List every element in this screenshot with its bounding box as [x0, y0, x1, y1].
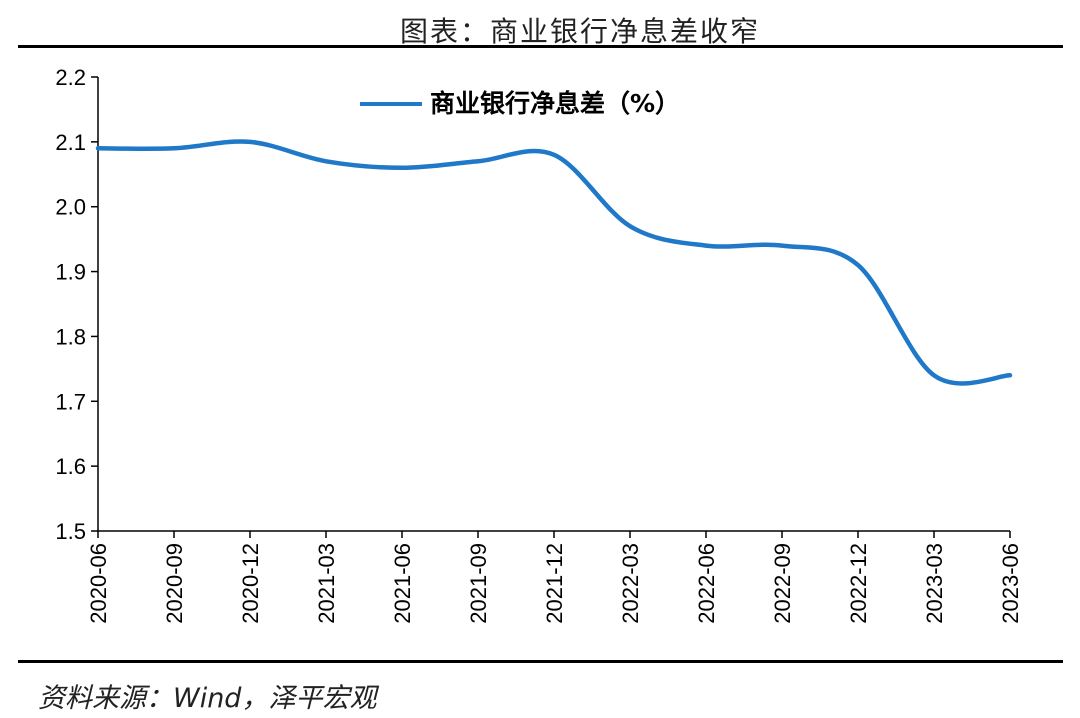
source-note: 资料来源：Wind，泽平宏观: [38, 683, 377, 714]
x-tick-label: 2023-06: [998, 543, 1023, 624]
x-tick-label: 2021-09: [466, 543, 491, 624]
x-tick-label: 2022-09: [770, 543, 795, 624]
x-tick-label: 2023-03: [922, 543, 947, 624]
x-tick-label: 2021-12: [542, 543, 567, 624]
y-tick-label: 1.7: [55, 389, 86, 414]
x-tick-label: 2020-06: [86, 543, 111, 624]
data-point: [476, 159, 480, 163]
x-tick-label: 2020-09: [162, 543, 187, 624]
x-tick-label: 2021-03: [314, 543, 339, 624]
data-point: [856, 263, 860, 267]
top-rule: [18, 45, 1063, 48]
x-tick-label: 2020-12: [238, 543, 263, 624]
y-tick-label: 2.1: [55, 130, 86, 155]
x-tick-label: 2022-06: [694, 543, 719, 624]
data-point: [932, 373, 936, 377]
data-point: [172, 146, 176, 150]
legend: 商业银行净息差（%）: [360, 89, 680, 118]
data-point: [96, 146, 100, 150]
data-point: [324, 159, 328, 163]
data-point: [1008, 373, 1012, 377]
x-tick-label: 2022-03: [618, 543, 643, 624]
data-point: [552, 153, 556, 157]
y-tick-label: 2.2: [55, 65, 86, 90]
y-tick-label: 1.5: [55, 519, 86, 544]
y-tick-label: 1.8: [55, 324, 86, 349]
y-tick-label: 1.9: [55, 260, 86, 285]
figure-title: 图表：商业银行净息差收窄: [399, 15, 760, 48]
series-layer: [95, 139, 1013, 386]
x-tick-label: 2022-12: [846, 543, 871, 624]
y-tick-label: 2.0: [55, 195, 86, 220]
y-axis: 1.5 1.6 1.7 1.8 1.9 2.0 2.1 2.2: [55, 65, 99, 544]
x-tick-label: 2021-06: [390, 543, 415, 624]
data-point: [248, 140, 252, 144]
x-axis: 2020-06 2020-09 2020-12 2021-03 2021-06 2021-…: [86, 530, 1023, 624]
y-tick-label: 1.6: [55, 454, 86, 479]
data-point: [780, 244, 784, 248]
data-point: [628, 224, 632, 228]
data-point: [400, 166, 404, 170]
series-line-0: [95, 139, 1013, 386]
data-point: [704, 244, 708, 248]
legend-label: 商业银行净息差（%）: [430, 89, 680, 118]
bottom-rule: [18, 660, 1063, 663]
